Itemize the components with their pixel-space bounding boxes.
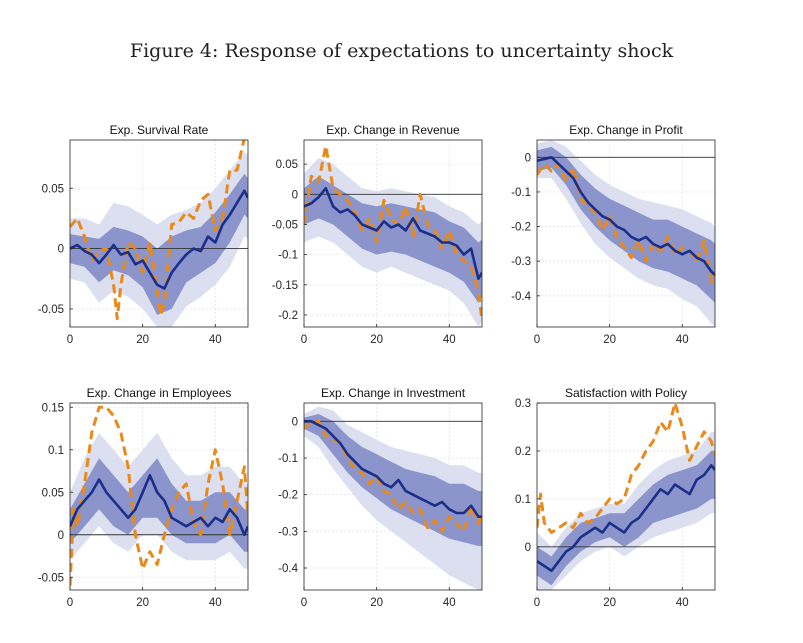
y-tick-label: -0.2: [511, 222, 531, 234]
y-tick-label: -0.05: [38, 304, 64, 316]
comparison-dashed-line: [304, 419, 482, 533]
x-tick-label: 0: [67, 597, 73, 609]
y-tick-label: 0: [58, 530, 64, 542]
x-tick-label: 40: [209, 334, 222, 346]
chart-panel: 0 20 40 -0.05 0 0.05 0.1 0.15 Exp. Change in Emp…: [38, 386, 249, 609]
axes-frame: [303, 402, 483, 591]
impulse-response-line: [537, 464, 715, 573]
x-tick-label: 40: [209, 597, 222, 609]
y-tick-label: 0.2: [515, 446, 531, 458]
x-tick-label: 40: [443, 334, 456, 346]
impulse-response-line: [70, 474, 248, 537]
y-tick-label: -0.1: [278, 453, 298, 465]
impulse-response-line: [304, 420, 482, 518]
y-tick-label: -0.2: [278, 490, 298, 502]
y-tick-label: 0.05: [42, 183, 64, 195]
x-tick-label: 0: [534, 597, 540, 609]
confidence-band-inner: [537, 146, 715, 303]
y-tick-label: 0.1: [515, 494, 531, 506]
plot-area: [537, 403, 715, 590]
x-tick-label: 40: [676, 334, 689, 346]
impulse-response-line: [537, 156, 715, 277]
plot-area: [304, 140, 482, 327]
y-tick-label: -0.3: [278, 526, 298, 538]
confidence-band-inner: [70, 458, 248, 552]
impulse-response-line: [304, 187, 482, 280]
plot-area: [70, 403, 248, 590]
y-tick-label: -0.4: [511, 291, 531, 303]
confidence-band-outer: [70, 152, 248, 327]
chart-panel: 0 20 40 0 0.1 0.2 0.3 Satisfaction with Policy: [515, 386, 716, 609]
y-tick-label: 0.05: [276, 159, 298, 171]
x-tick-label: 0: [301, 597, 307, 609]
y-tick-label: -0.05: [272, 219, 298, 231]
y-tick-label: -0.2: [278, 310, 298, 322]
x-tick-label: 0: [67, 334, 73, 346]
plot-area: [304, 403, 482, 590]
chart-panel: 0 20 40 -0.4 -0.3 -0.2 -0.1 0 Exp. Change in Pro…: [511, 123, 716, 346]
axes-frame: [303, 139, 483, 328]
axes-frame: [536, 402, 716, 591]
chart-panel: 0 20 40 -0.2 -0.15 -0.1 -0.05 0 0.05 Exp. Change …: [272, 123, 483, 346]
comparison-dashed-line: [304, 144, 482, 322]
chart-title: Exp. Change in Investment: [321, 386, 466, 400]
axes-frame: [69, 139, 249, 328]
y-tick-label: -0.05: [38, 572, 64, 584]
confidence-band-inner: [537, 450, 715, 586]
chart-title: Exp. Change in Employees: [87, 386, 232, 400]
x-tick-label: 40: [443, 597, 456, 609]
y-tick-label: 0.3: [515, 398, 531, 410]
confidence-band-inner: [304, 176, 482, 303]
comparison-dashed-line: [537, 403, 715, 534]
x-tick-label: 20: [603, 597, 616, 609]
x-tick-label: 20: [603, 334, 616, 346]
chart-panel: 0 20 40 -0.4 -0.3 -0.2 -0.1 0 Exp. Change in Inv…: [278, 386, 483, 609]
y-tick-label: 0: [292, 416, 298, 428]
y-tick-label: 0: [525, 542, 531, 554]
x-tick-label: 0: [301, 334, 307, 346]
y-tick-label: 0: [525, 152, 531, 164]
chart-title: Satisfaction with Policy: [565, 386, 687, 400]
x-tick-label: 20: [136, 334, 149, 346]
y-tick-label: 0: [58, 244, 64, 256]
x-tick-label: 20: [370, 597, 383, 609]
x-tick-label: 20: [370, 334, 383, 346]
axes-frame: [536, 139, 716, 328]
y-tick-label: -0.4: [278, 563, 298, 575]
x-tick-label: 40: [676, 597, 689, 609]
y-tick-label: 0.15: [42, 402, 64, 414]
x-tick-label: 0: [534, 334, 540, 346]
comparison-dashed-line: [70, 140, 248, 321]
chart-title: Exp. Survival Rate: [110, 123, 209, 137]
x-tick-label: 20: [136, 597, 149, 609]
y-tick-label: 0.1: [48, 445, 64, 457]
chart-panel: 0 20 40 -0.05 0 0.05 Exp. Survival Rate: [38, 123, 249, 346]
plot-area: [70, 140, 248, 327]
y-tick-label: 0: [292, 189, 298, 201]
y-tick-label: 0.05: [42, 487, 64, 499]
plot-area: [537, 140, 715, 327]
chart-title: Exp. Change in Revenue: [326, 123, 460, 137]
y-tick-label: -0.3: [511, 256, 531, 268]
chart-title: Exp. Change in Profit: [569, 123, 683, 137]
y-tick-label: -0.1: [278, 250, 298, 262]
comparison-dashed-line: [70, 405, 248, 586]
axes-frame: [69, 402, 249, 591]
figure-caption: Figure 4: Response of expectations to un…: [129, 40, 674, 62]
confidence-band-inner: [304, 414, 482, 546]
y-tick-label: -0.15: [272, 280, 298, 292]
y-tick-label: -0.1: [511, 187, 531, 199]
impulse-response-line: [70, 189, 248, 290]
